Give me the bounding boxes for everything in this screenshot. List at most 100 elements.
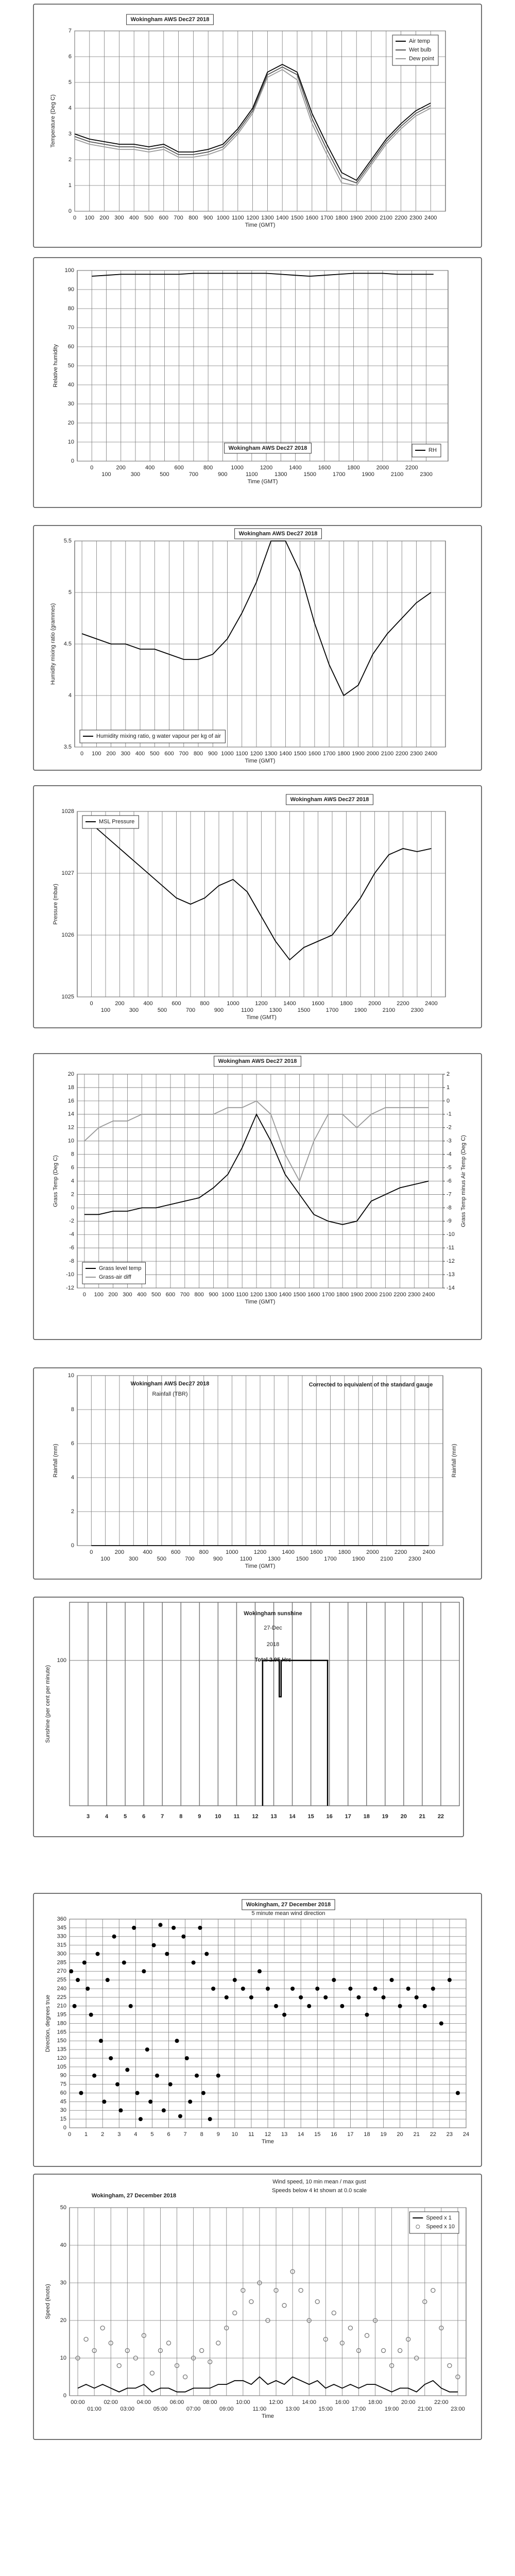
y2-tick-label: -7	[447, 1191, 452, 1197]
scatter-point	[315, 1987, 320, 1991]
x-tick-label: 800	[194, 1292, 203, 1298]
chart-title: Wokingham AWS Dec27 2018	[218, 1058, 297, 1064]
x-tick-label: 2000	[365, 1292, 377, 1298]
legend-label: Humidity mixing ratio, g water vapour pe…	[96, 733, 221, 739]
legend-label: RH	[428, 447, 437, 453]
x-tick-label: 100	[92, 751, 101, 757]
x-tick-label: 1500	[298, 1007, 310, 1013]
x-tick-label: 10:00	[236, 2399, 250, 2405]
y-tick-label: 2	[71, 1191, 74, 1197]
x-tick-label: 600	[174, 465, 183, 471]
x-tick-label: 1700	[323, 751, 335, 757]
x-tick-label: 5	[124, 1814, 127, 1820]
x-tick-label: 300	[129, 1556, 138, 1562]
x-tick-label: 500	[158, 1007, 167, 1013]
scatter-point	[155, 2073, 160, 2078]
y2-tick-label: -3	[447, 1138, 452, 1144]
y-tick-label: 1025	[62, 994, 74, 1000]
x-tick-label: 800	[188, 215, 198, 221]
scatter-point	[356, 1995, 361, 1999]
x-tick-label: 4	[105, 1814, 109, 1820]
x-tick-label: 1300	[269, 1007, 282, 1013]
x-tick-label: 1600	[318, 465, 331, 471]
x-tick-label: 12:00	[269, 2399, 283, 2405]
x-tick-label: 23	[447, 2131, 453, 2138]
y-tick-label: 1028	[62, 808, 74, 815]
chart-subtitle: 5 minute mean wind direction	[251, 1910, 325, 1917]
scatter-point	[323, 1995, 328, 1999]
y-tick-label: 100	[57, 1657, 66, 1664]
x-tick-label: 100	[85, 215, 94, 221]
legend-label: Speed x 1	[426, 2215, 452, 2221]
y-axis-label: Grass Temp (Deg C)	[53, 1155, 59, 1207]
series-point	[439, 2325, 444, 2331]
x-tick-label: 2200	[393, 1292, 406, 1298]
x-tick-label: 800	[194, 751, 203, 757]
x-axis-label: Time (GMT)	[245, 1563, 276, 1569]
scatter-point	[165, 1952, 169, 1956]
x-tick-label: 100	[101, 1007, 110, 1013]
x-tick-label: 700	[186, 1007, 195, 1013]
x-tick-label: 1000	[227, 1001, 239, 1007]
label-box	[234, 528, 322, 539]
series-line	[74, 63, 431, 181]
y-tick-label: 5.5	[64, 538, 72, 544]
scatter-point	[257, 1969, 262, 1974]
x-tick-label: 9	[217, 2131, 220, 2138]
x-tick-label: 22	[438, 1814, 444, 1820]
x-tick-label: 5	[150, 2131, 153, 2138]
scatter-point	[365, 2012, 369, 2017]
x-tick-label: 20	[401, 1814, 407, 1820]
y-tick-label: 30	[60, 2107, 66, 2113]
x-tick-label: 300	[131, 471, 140, 478]
chart-panel: 0153045607590105120135150165180195210225…	[33, 1893, 482, 2167]
x-tick-label: 1000	[221, 1292, 234, 1298]
series-point	[166, 2341, 171, 2346]
x-tick-label: 8	[179, 1814, 182, 1820]
x-tick-label: 500	[150, 751, 159, 757]
x-tick-label: 1000	[221, 751, 233, 757]
chart-annotation: Total 2.95 Hrs	[254, 1657, 291, 1663]
y-tick-label: 2	[71, 1509, 74, 1515]
scatter-point	[69, 1969, 74, 1974]
x-tick-label: 1900	[350, 215, 363, 221]
y-tick-label: 6	[71, 1440, 74, 1447]
chart-panel: 100 3 4 5 6 7 8 9 10 11 12 13 14 15 16 17 18 19 20 21 22 Suns…	[33, 1597, 464, 1837]
x-tick-label: 1900	[351, 1292, 363, 1298]
y-tick-label: -2	[69, 1218, 74, 1224]
x-tick-label: 1100	[241, 1007, 253, 1013]
y-tick-label: -12	[66, 1285, 74, 1291]
x-tick-label: 2400	[424, 215, 437, 221]
scatter-point	[274, 2004, 279, 2008]
x-tick-label: 2	[101, 2131, 104, 2138]
x-tick-label: 19	[382, 1814, 388, 1820]
x-tick-label: 14	[289, 1814, 296, 1820]
chart-panel: -12-10-8-6-4-202468101214161820-14-13-12…	[33, 1053, 482, 1340]
x-tick-label: 20	[397, 2131, 403, 2138]
x-tick-label: 2000	[366, 1549, 379, 1555]
x-tick-label: 1700	[324, 1556, 336, 1562]
x-tick-label: 1000	[231, 465, 243, 471]
legend-label: Speed x 10	[426, 2224, 455, 2230]
series-point	[364, 2333, 370, 2338]
y-tick-label: 8	[71, 1151, 74, 1158]
scatter-point	[201, 2091, 205, 2095]
x-tick-label: 16	[331, 2131, 337, 2138]
x-tick-label: 7	[161, 1814, 164, 1820]
y-tick-label: 7	[68, 28, 72, 34]
x-tick-label: 1400	[289, 465, 301, 471]
y-tick-label: 210	[57, 2003, 66, 2009]
legend-box	[409, 2211, 459, 2234]
scatter-point	[161, 2108, 166, 2113]
x-tick-label: 12	[252, 1814, 258, 1820]
y-tick-label: 2	[68, 157, 72, 163]
x-tick-label: 1500	[296, 1556, 308, 1562]
series-point	[356, 2348, 362, 2353]
x-tick-label: 2300	[408, 1556, 421, 1562]
x-tick-label: 1600	[307, 1292, 320, 1298]
x-tick-label: 1200	[250, 1292, 263, 1298]
legend-box	[392, 35, 439, 66]
x-tick-label: 1200	[246, 215, 259, 221]
scatter-point	[188, 2099, 193, 2104]
